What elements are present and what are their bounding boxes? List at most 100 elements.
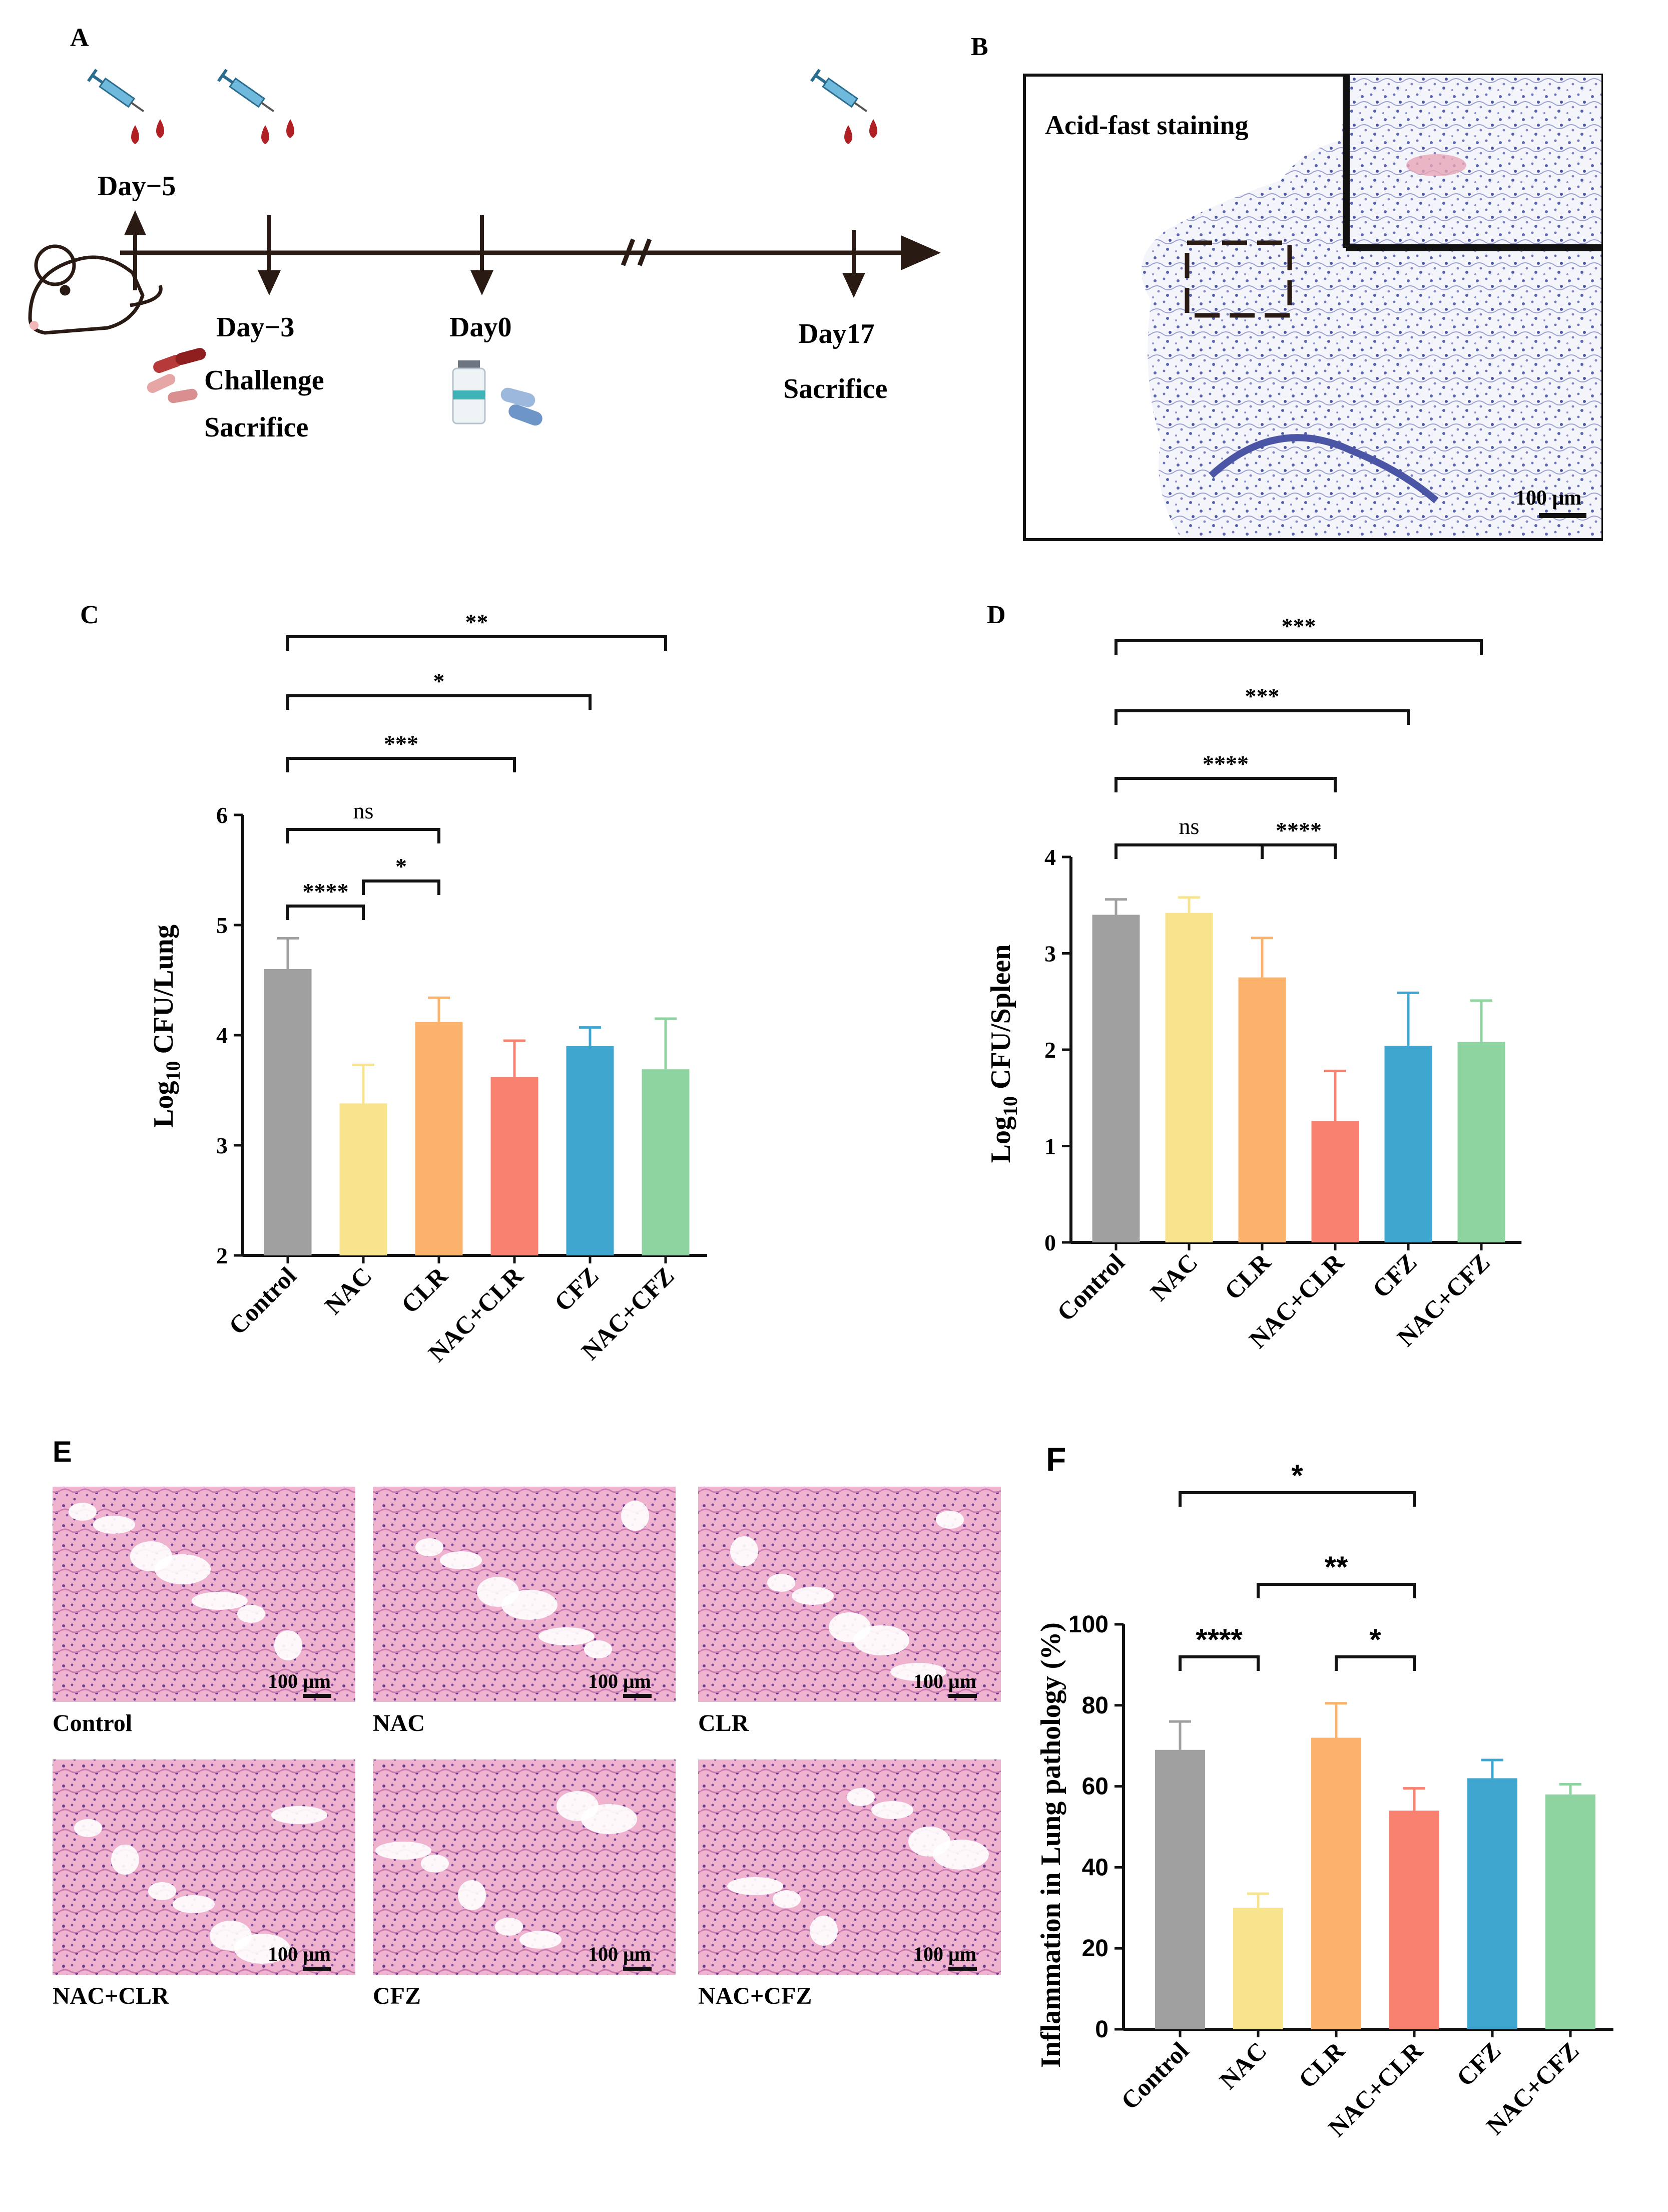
- airspace: [74, 1819, 102, 1837]
- bar-nac-cfz: [1457, 1042, 1505, 1242]
- airspace: [501, 1590, 558, 1620]
- bar-clr: [1311, 1737, 1361, 2029]
- airspace: [111, 1845, 139, 1875]
- y-tick-label: 4: [1044, 844, 1056, 870]
- chart-c-ylabel: Log10 CFU/Lung: [148, 925, 184, 1128]
- bar-cfz: [1467, 1778, 1517, 2029]
- airspace: [69, 1503, 97, 1521]
- bacteria-icon: [147, 348, 206, 403]
- y-tick-label: 80: [1082, 1692, 1108, 1719]
- histology-label-cfz: CFZ: [373, 1983, 421, 2009]
- panel-e: E 100 μm Control 100 μm NAC 100 μm CLR 100 μm N…: [53, 1436, 1001, 2009]
- significance-label: *: [433, 668, 445, 694]
- significance-label: *: [1291, 1459, 1303, 1492]
- blood-drop-icon: [844, 119, 877, 144]
- airspace: [458, 1880, 486, 1910]
- timeline-day-minus3: Day−3: [216, 312, 294, 343]
- histology-label-nac: NAC: [373, 1710, 425, 1736]
- capsule-icon: [500, 387, 542, 426]
- y-tick-label: 6: [216, 802, 228, 828]
- y-tick-label: 60: [1082, 1774, 1108, 1800]
- airspace: [767, 1574, 795, 1592]
- y-tick-label: 5: [216, 913, 228, 938]
- x-tick-label: NAC: [1214, 2036, 1272, 2094]
- timeline-break: [621, 238, 636, 266]
- significance-bracket: [286, 694, 592, 710]
- significance-bracket: [286, 828, 440, 843]
- airspace: [234, 1934, 290, 1964]
- significance-label: ns: [1179, 813, 1200, 839]
- zoom-region-box: [1185, 240, 1292, 318]
- y-tick-label: 2: [216, 1243, 228, 1268]
- scale-bar-label: 100 μm: [588, 1943, 651, 1965]
- panel-b-label: B: [971, 33, 988, 61]
- y-tick-label: 3: [1044, 941, 1056, 967]
- marker-day17-arrow: [842, 273, 865, 298]
- timeline-challenge: Challenge: [204, 365, 324, 396]
- y-tick-label: 1: [1044, 1134, 1056, 1159]
- histology-grid: 100 μm Control 100 μm NAC 100 μm CLR 100 μm NAC…: [53, 1487, 1001, 2009]
- significance-bracket: [1115, 709, 1410, 725]
- bar-cfz: [1384, 1046, 1432, 1242]
- x-tick-label: Control: [1116, 2036, 1194, 2115]
- airspace: [730, 1536, 758, 1566]
- bar-cfz: [566, 1046, 614, 1255]
- bar-nac-cfz: [642, 1069, 690, 1255]
- inset-image: [1346, 77, 1600, 247]
- blood-drop-icon: [261, 119, 294, 144]
- airspace: [495, 1918, 523, 1936]
- x-tick-label: NAC: [319, 1261, 377, 1319]
- significance-bracket: [286, 757, 516, 772]
- airspace: [871, 1801, 913, 1819]
- x-tick-label: Control: [223, 1261, 302, 1340]
- y-tick-label: 100: [1068, 1611, 1108, 1638]
- significance-label: ***: [1282, 613, 1316, 639]
- airspace: [584, 1640, 612, 1658]
- scale-bar-label: 100 μm: [1515, 487, 1581, 510]
- x-tick-label: NAC: [1145, 1248, 1203, 1306]
- y-tick-label: 0: [1044, 1230, 1056, 1255]
- panel-e-label: E: [53, 1436, 72, 1468]
- scale-bar-label: 100 μm: [913, 1943, 976, 1965]
- mouse-icon: [28, 244, 163, 335]
- y-tick-label: 2: [1044, 1037, 1056, 1063]
- airspace: [810, 1916, 838, 1946]
- significance-bracket: [286, 905, 365, 920]
- panel-a: A D: [28, 24, 941, 443]
- airspace: [853, 1625, 909, 1655]
- bar-control: [1155, 1749, 1205, 2029]
- airspace: [173, 1895, 215, 1913]
- airspace: [93, 1516, 135, 1534]
- bar-nac-cfz: [1545, 1794, 1595, 2029]
- bar-nac: [1233, 1908, 1283, 2029]
- airspace: [581, 1804, 637, 1834]
- airspace: [192, 1592, 248, 1610]
- airspace: [847, 1788, 875, 1806]
- significance-label: *: [395, 853, 407, 879]
- marker-day-minus5-arrow: [124, 210, 146, 235]
- bar-control: [1092, 915, 1140, 1242]
- airspace: [274, 1630, 302, 1660]
- timeline-sacrifice-final: Sacrifice: [783, 373, 887, 404]
- marker-day0-arrow: [470, 270, 493, 295]
- airspace: [621, 1501, 649, 1531]
- histology-label-nac-clr: NAC+CLR: [53, 1983, 170, 2009]
- timeline-break: [637, 238, 652, 266]
- scale-bar-label: 100 μm: [268, 1943, 331, 1965]
- panel-b: B Acid-fast staining 100 μm: [971, 33, 1603, 541]
- significance-label: ****: [1276, 817, 1322, 843]
- significance-label: **: [1325, 1550, 1348, 1584]
- airspace: [421, 1855, 449, 1873]
- y-tick-label: 4: [216, 1023, 228, 1048]
- syringe-icon: [87, 69, 145, 112]
- airspace: [890, 1663, 946, 1681]
- bar-nac: [339, 1103, 387, 1255]
- significance-bracket: [1179, 1491, 1416, 1507]
- marker-day-minus3-arrow: [258, 270, 281, 295]
- panel-c-label: C: [80, 601, 99, 629]
